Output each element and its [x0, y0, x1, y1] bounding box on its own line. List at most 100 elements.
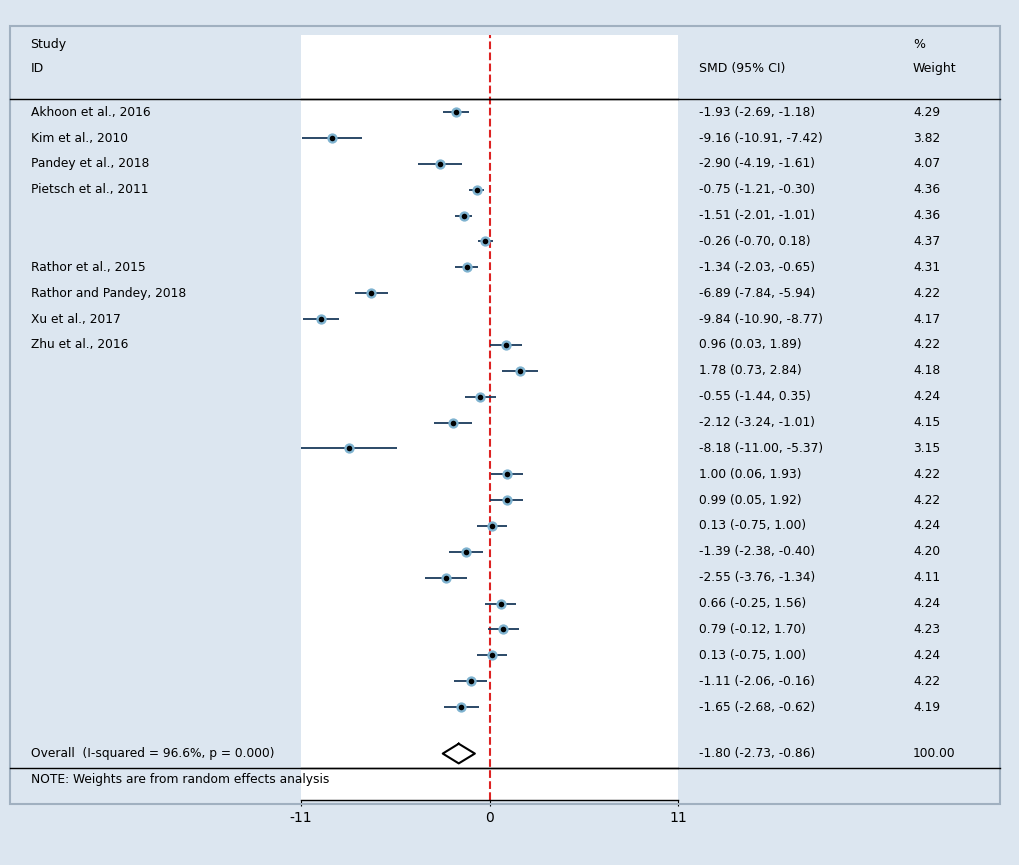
Text: 4.22: 4.22 — [912, 675, 940, 688]
Point — [494, 623, 511, 637]
Point — [452, 700, 469, 714]
Text: Overall  (I-squared = 96.6%, p = 0.000): Overall (I-squared = 96.6%, p = 0.000) — [31, 747, 274, 760]
Text: Pietsch et al., 2011: Pietsch et al., 2011 — [31, 183, 148, 196]
Text: 4.15: 4.15 — [912, 416, 940, 429]
Text: 4.22: 4.22 — [912, 494, 940, 507]
Text: 4.22: 4.22 — [912, 286, 940, 300]
Text: -1.39 (-2.38, -0.40): -1.39 (-2.38, -0.40) — [698, 545, 814, 558]
Text: 4.24: 4.24 — [912, 520, 940, 533]
Text: 0.66 (-0.25, 1.56): 0.66 (-0.25, 1.56) — [698, 597, 805, 610]
Text: Akhoon et al., 2016: Akhoon et al., 2016 — [31, 106, 150, 119]
Polygon shape — [442, 744, 475, 764]
Text: 1.00 (0.06, 1.93): 1.00 (0.06, 1.93) — [698, 468, 800, 481]
Point — [452, 700, 469, 714]
Point — [498, 467, 515, 481]
Point — [455, 208, 472, 222]
Point — [363, 286, 379, 300]
Point — [448, 106, 465, 119]
Text: 0.99 (0.05, 1.92): 0.99 (0.05, 1.92) — [698, 494, 801, 507]
Point — [324, 131, 340, 145]
Point — [437, 571, 453, 585]
Text: Rathor and Pandey, 2018: Rathor and Pandey, 2018 — [31, 286, 185, 300]
Text: 4.07: 4.07 — [912, 157, 940, 170]
Point — [472, 390, 488, 404]
Point — [494, 623, 511, 637]
Point — [340, 441, 357, 455]
Point — [468, 183, 484, 196]
Point — [458, 260, 474, 274]
Point — [462, 674, 478, 688]
Text: -1.65 (-2.68, -0.62): -1.65 (-2.68, -0.62) — [698, 701, 814, 714]
Point — [340, 441, 357, 455]
Point — [498, 493, 515, 507]
Text: Weight: Weight — [912, 61, 956, 74]
Point — [483, 519, 499, 533]
Text: Rathor et al., 2015: Rathor et al., 2015 — [31, 261, 146, 274]
Text: 4.19: 4.19 — [912, 701, 940, 714]
Text: 100.00: 100.00 — [912, 747, 955, 760]
Text: SMD (95% CI): SMD (95% CI) — [698, 61, 785, 74]
Point — [477, 234, 493, 248]
Text: 1.78 (0.73, 2.84): 1.78 (0.73, 2.84) — [698, 364, 801, 377]
Text: 4.24: 4.24 — [912, 390, 940, 403]
Point — [431, 157, 447, 170]
Text: -1.34 (-2.03, -0.65): -1.34 (-2.03, -0.65) — [698, 261, 814, 274]
Text: 0.96 (0.03, 1.89): 0.96 (0.03, 1.89) — [698, 338, 801, 351]
Point — [444, 415, 461, 429]
Text: 4.36: 4.36 — [912, 209, 940, 222]
Text: 0.13 (-0.75, 1.00): 0.13 (-0.75, 1.00) — [698, 649, 805, 662]
Point — [458, 545, 474, 559]
Text: NOTE: Weights are from random effects analysis: NOTE: Weights are from random effects an… — [31, 773, 329, 786]
Point — [497, 338, 514, 352]
Text: -2.55 (-3.76, -1.34): -2.55 (-3.76, -1.34) — [698, 571, 814, 584]
Point — [313, 312, 329, 326]
Text: Kim et al., 2010: Kim et al., 2010 — [31, 131, 127, 144]
Point — [324, 131, 340, 145]
Text: -1.93 (-2.69, -1.18): -1.93 (-2.69, -1.18) — [698, 106, 814, 119]
Point — [472, 390, 488, 404]
Text: Pandey et al., 2018: Pandey et al., 2018 — [31, 157, 149, 170]
Text: 4.24: 4.24 — [912, 649, 940, 662]
Text: ID: ID — [31, 61, 44, 74]
Text: Xu et al., 2017: Xu et al., 2017 — [31, 312, 120, 325]
Text: %: % — [912, 38, 924, 51]
Text: 0.79 (-0.12, 1.70): 0.79 (-0.12, 1.70) — [698, 623, 805, 636]
Point — [448, 106, 465, 119]
Point — [431, 157, 447, 170]
Point — [313, 312, 329, 326]
Text: 4.37: 4.37 — [912, 235, 940, 248]
Point — [492, 597, 508, 611]
Text: 4.17: 4.17 — [912, 312, 940, 325]
Text: -0.75 (-1.21, -0.30): -0.75 (-1.21, -0.30) — [698, 183, 814, 196]
Text: 4.22: 4.22 — [912, 338, 940, 351]
Point — [512, 364, 528, 378]
Text: Study: Study — [31, 38, 66, 51]
Point — [437, 571, 453, 585]
Text: 4.18: 4.18 — [912, 364, 940, 377]
Text: -8.18 (-11.00, -5.37): -8.18 (-11.00, -5.37) — [698, 442, 822, 455]
Text: 4.11: 4.11 — [912, 571, 940, 584]
Text: -9.16 (-10.91, -7.42): -9.16 (-10.91, -7.42) — [698, 131, 821, 144]
Text: -0.26 (-0.70, 0.18): -0.26 (-0.70, 0.18) — [698, 235, 809, 248]
Text: -1.11 (-2.06, -0.16): -1.11 (-2.06, -0.16) — [698, 675, 814, 688]
Point — [477, 234, 493, 248]
Point — [483, 519, 499, 533]
Point — [455, 208, 472, 222]
Text: -6.89 (-7.84, -5.94): -6.89 (-7.84, -5.94) — [698, 286, 814, 300]
Text: 3.15: 3.15 — [912, 442, 940, 455]
Text: 4.24: 4.24 — [912, 597, 940, 610]
Point — [363, 286, 379, 300]
Text: 4.23: 4.23 — [912, 623, 940, 636]
Text: -0.55 (-1.44, 0.35): -0.55 (-1.44, 0.35) — [698, 390, 810, 403]
Point — [492, 597, 508, 611]
Text: 4.22: 4.22 — [912, 468, 940, 481]
Text: Zhu et al., 2016: Zhu et al., 2016 — [31, 338, 127, 351]
Text: 4.29: 4.29 — [912, 106, 940, 119]
Text: 4.36: 4.36 — [912, 183, 940, 196]
Text: -9.84 (-10.90, -8.77): -9.84 (-10.90, -8.77) — [698, 312, 822, 325]
Text: 3.82: 3.82 — [912, 131, 940, 144]
Text: -1.80 (-2.73, -0.86): -1.80 (-2.73, -0.86) — [698, 747, 814, 760]
Text: 4.20: 4.20 — [912, 545, 940, 558]
Point — [483, 649, 499, 663]
Point — [444, 415, 461, 429]
